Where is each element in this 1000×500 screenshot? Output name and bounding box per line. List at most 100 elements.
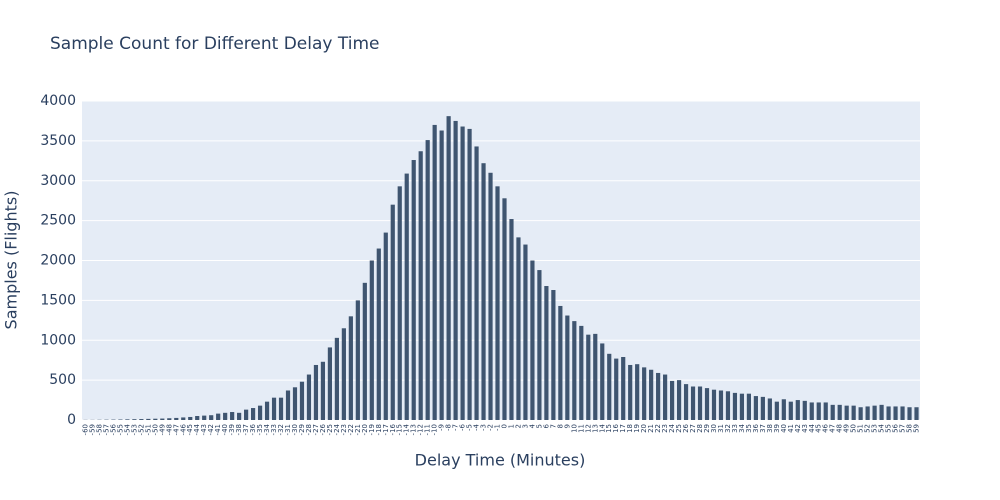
x-tick-label: -14 xyxy=(403,423,411,435)
bar xyxy=(802,400,807,420)
bar xyxy=(460,126,465,421)
x-tick-label: 40 xyxy=(780,424,788,433)
y-tick-label: 2000 xyxy=(40,253,76,269)
x-tick-label: -28 xyxy=(305,424,313,435)
x-tick-label: 43 xyxy=(801,424,809,433)
x-tick-label: -7 xyxy=(452,424,460,431)
x-tick-label: -50 xyxy=(151,424,159,435)
bar xyxy=(425,140,430,420)
x-tick-label: 45 xyxy=(815,424,823,433)
bar xyxy=(334,337,339,420)
x-tick-label: 57 xyxy=(899,424,907,433)
bar xyxy=(146,418,151,420)
x-tick-label: -15 xyxy=(396,424,404,435)
bar xyxy=(760,396,765,420)
x-tick-label: -24 xyxy=(333,423,341,435)
bar xyxy=(264,401,270,420)
bar xyxy=(753,396,758,420)
x-tick-label: -32 xyxy=(277,424,285,435)
x-tick-label: 11 xyxy=(577,424,585,433)
x-tick-label: -13 xyxy=(410,424,418,435)
y-tick-label: 0 xyxy=(67,412,76,428)
x-tick-label: 46 xyxy=(822,423,830,432)
x-tick-label: -48 xyxy=(165,424,173,435)
x-tick-label: -40 xyxy=(221,424,229,435)
x-tick-label: 0 xyxy=(500,424,508,428)
x-tick-label: 42 xyxy=(794,424,802,433)
x-tick-label: 35 xyxy=(745,424,753,433)
bar xyxy=(313,364,319,420)
x-tick-label: -46 xyxy=(179,423,187,435)
bar xyxy=(502,198,507,420)
x-tick-label: -51 xyxy=(144,424,152,435)
bar xyxy=(306,374,312,420)
x-tick-label: -23 xyxy=(340,424,348,435)
x-tick-label: -33 xyxy=(270,424,278,435)
x-tick-label: 36 xyxy=(752,423,760,432)
bar xyxy=(809,402,814,420)
bar xyxy=(767,398,772,420)
x-tick-label: -49 xyxy=(158,424,166,435)
x-tick-label: -36 xyxy=(249,423,257,435)
bar xyxy=(746,393,752,420)
bar xyxy=(572,321,577,420)
x-tick-label: -42 xyxy=(207,424,215,435)
x-tick-label: 52 xyxy=(864,424,872,433)
bar xyxy=(565,315,570,420)
x-tick-label: 23 xyxy=(661,424,669,433)
bar xyxy=(551,290,556,420)
bar xyxy=(509,219,514,420)
bar xyxy=(607,353,612,420)
y-tick-label: 4000 xyxy=(40,93,76,109)
bar xyxy=(271,397,277,420)
bar xyxy=(411,160,416,420)
bar xyxy=(635,364,640,420)
x-tick-label: -59 xyxy=(88,424,96,435)
x-tick-label: 33 xyxy=(731,424,739,433)
x-tick-label: -30 xyxy=(291,424,299,435)
x-tick-label: -39 xyxy=(228,424,236,435)
x-tick-label: 20 xyxy=(640,424,648,433)
bar xyxy=(327,347,333,420)
bar xyxy=(153,418,158,420)
bar xyxy=(816,402,821,420)
bar xyxy=(544,286,549,420)
bar xyxy=(244,409,249,420)
bar xyxy=(209,415,214,420)
bar xyxy=(683,384,689,420)
x-tick-label: 27 xyxy=(689,424,697,433)
x-tick-label: 25 xyxy=(675,424,683,433)
x-tick-label: -3 xyxy=(480,424,488,431)
x-tick-label: 16 xyxy=(612,423,620,432)
bar xyxy=(292,387,298,420)
x-tick-label: 50 xyxy=(850,424,858,433)
bar xyxy=(697,386,703,420)
bar xyxy=(223,412,228,420)
bar xyxy=(481,163,486,420)
x-tick-label: -58 xyxy=(95,424,103,435)
bar xyxy=(837,404,842,420)
x-tick-label: 17 xyxy=(619,424,627,433)
bar xyxy=(579,325,584,420)
x-tick-label: 3 xyxy=(521,424,529,428)
bar xyxy=(299,381,305,420)
bar xyxy=(439,130,444,420)
x-tick-label: -10 xyxy=(431,424,439,435)
x-tick-label: -17 xyxy=(382,424,390,435)
x-tick-label: -9 xyxy=(438,424,446,431)
x-tick-label: -54 xyxy=(123,423,131,435)
bar xyxy=(600,343,605,420)
bar xyxy=(690,386,696,420)
bar xyxy=(446,116,451,420)
x-tick-label: -38 xyxy=(235,424,243,435)
bar xyxy=(202,415,207,420)
x-tick-label: -60 xyxy=(81,424,89,435)
bar xyxy=(795,400,800,420)
x-tick-label: 29 xyxy=(703,424,711,433)
y-tick-label: 3500 xyxy=(40,133,76,149)
x-tick-label: 19 xyxy=(633,424,641,433)
x-tick-label: 37 xyxy=(759,424,767,433)
bar xyxy=(621,356,626,420)
bar xyxy=(341,328,346,420)
bar xyxy=(404,173,409,420)
